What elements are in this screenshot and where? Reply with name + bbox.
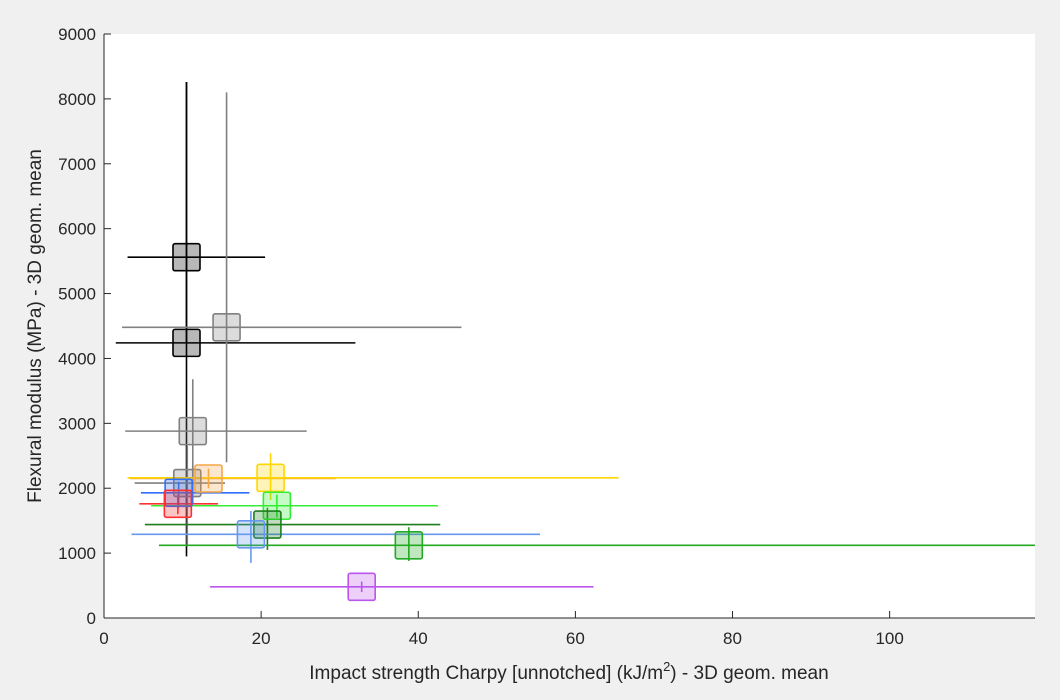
data-point-3 xyxy=(178,416,208,446)
y-tick-label-6000: 6000 xyxy=(58,220,96,239)
y-axis-title: Flexural modulus (MPa) - 3D geom. mean xyxy=(25,149,46,503)
data-point-12 xyxy=(394,531,424,560)
y-tick-label-9000: 9000 xyxy=(58,25,96,44)
y-tick-label-1000: 1000 xyxy=(58,544,96,563)
y-tick-label-8000: 8000 xyxy=(58,90,96,109)
x-axis-title: Impact strength Charpy [unnotched] (kJ/m… xyxy=(309,659,828,684)
y-tick-label-7000: 7000 xyxy=(58,155,96,174)
data-marks xyxy=(115,82,1035,602)
y-tick-label-4000: 4000 xyxy=(58,349,96,368)
y-tick-label-0: 0 xyxy=(87,609,96,628)
x-tick-label-60: 60 xyxy=(566,629,585,648)
data-point-13 xyxy=(347,572,376,602)
data-point-6 xyxy=(256,463,285,493)
data-point-9 xyxy=(262,491,292,521)
x-tick-label-100: 100 xyxy=(875,629,903,648)
x-tick-label-20: 20 xyxy=(252,629,271,648)
data-point-11 xyxy=(236,519,266,549)
data-point-10 xyxy=(253,510,282,539)
data-point-2 xyxy=(212,312,241,342)
y-tick-label-3000: 3000 xyxy=(58,414,96,433)
data-point-0 xyxy=(172,242,201,272)
x-tick-label-40: 40 xyxy=(409,629,428,648)
data-point-1 xyxy=(172,328,201,358)
y-tick-label-2000: 2000 xyxy=(58,479,96,498)
axes: 0 20 40 60 80 1000100020003000400050006000700… xyxy=(58,25,1035,648)
y-tick-label-5000: 5000 xyxy=(58,285,96,304)
x-tick-label-0: 0 xyxy=(99,629,108,648)
data-point-8 xyxy=(163,489,193,519)
x-tick-label-80: 80 xyxy=(723,629,742,648)
data-point-5 xyxy=(194,464,223,493)
